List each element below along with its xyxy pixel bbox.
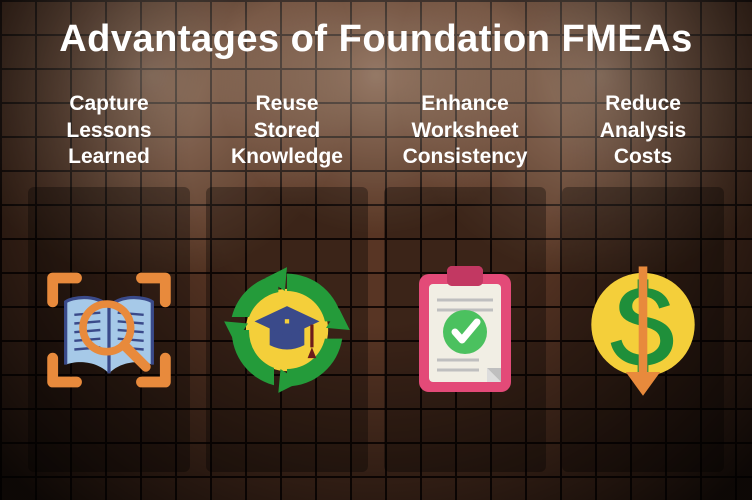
book-magnifier-icon <box>44 260 174 400</box>
dollar-down-icon <box>578 260 708 400</box>
cards-row: CaptureLessonsLearned <box>28 89 724 472</box>
icon-box-capture <box>28 187 190 472</box>
card-label-reduce: ReduceAnalysisCosts <box>600 89 686 173</box>
page-title: Advantages of Foundation FMEAs <box>28 18 724 61</box>
clipboard-check-icon <box>400 260 530 400</box>
card-reuse: ReuseStoredKnowledge <box>206 89 368 472</box>
card-label-capture: CaptureLessonsLearned <box>66 89 151 173</box>
card-label-text: ReuseStoredKnowledge <box>231 91 343 172</box>
recycle-gradcap-icon <box>222 260 352 400</box>
card-label-text: CaptureLessonsLearned <box>66 91 151 172</box>
card-label-reuse: ReuseStoredKnowledge <box>231 89 343 173</box>
icon-box-reduce <box>562 187 724 472</box>
card-label-text: ReduceAnalysisCosts <box>600 91 686 172</box>
icon-box-enhance <box>384 187 546 472</box>
card-label-enhance: EnhanceWorksheetConsistency <box>403 89 528 173</box>
card-reduce: ReduceAnalysisCosts <box>562 89 724 472</box>
infographic-content: Advantages of Foundation FMEAs CaptureLe… <box>0 0 752 500</box>
card-enhance: EnhanceWorksheetConsistency <box>384 89 546 472</box>
card-label-text: EnhanceWorksheetConsistency <box>403 91 528 172</box>
icon-box-reuse <box>206 187 368 472</box>
card-capture: CaptureLessonsLearned <box>28 89 190 472</box>
